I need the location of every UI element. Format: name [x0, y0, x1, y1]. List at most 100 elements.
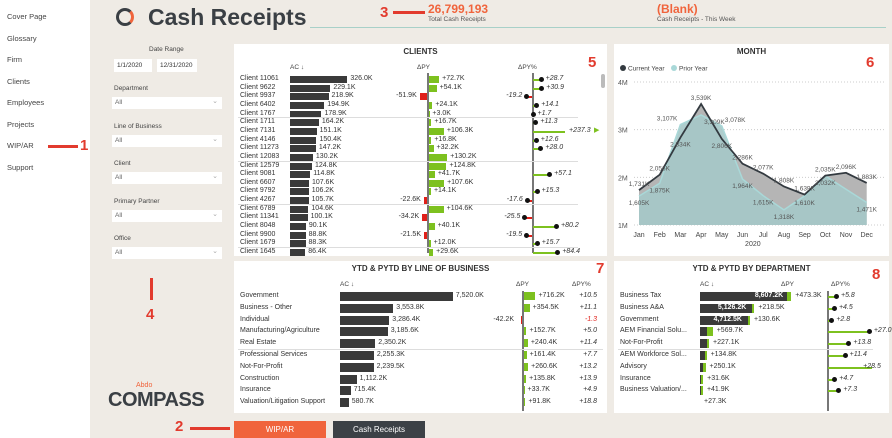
client-name[interactable]: Client 6607 [240, 178, 276, 186]
ac-bar [340, 327, 388, 337]
ac-bar [290, 136, 317, 144]
filter-primary-partner-dropdown[interactable]: All ⌄ [112, 209, 222, 222]
department-name[interactable]: Business A&A [620, 303, 664, 311]
ac-bar: 4,712.5K [700, 315, 750, 325]
client-name[interactable]: Client 4267 [240, 196, 276, 204]
ac-bar [290, 240, 306, 248]
line-of-business-name[interactable]: Construction [240, 374, 280, 382]
delta-pct-dot [533, 137, 539, 143]
department-name[interactable]: AEM Workforce Sol... [620, 351, 687, 358]
client-name[interactable]: Client 1711 [240, 118, 275, 126]
ac-bar [290, 84, 331, 92]
filter-office-dropdown[interactable]: All ⌄ [112, 247, 222, 259]
month-area-chart: 1M2M3M4M1,731K2,056K2,834K3,539K2,806K2,… [618, 65, 884, 248]
delta-py-value: +240.4K [530, 339, 558, 347]
client-name[interactable]: Client 12083 [240, 152, 280, 160]
client-name[interactable]: Client 9622 [240, 83, 276, 91]
client-name[interactable]: Client 1679 [240, 239, 276, 247]
client-name[interactable]: Client 9937 [240, 92, 276, 100]
client-name[interactable]: Client 9081 [240, 170, 276, 178]
line-of-business-name[interactable]: Government [240, 292, 279, 299]
filter-line-of-business-dropdown[interactable]: All ⌄ [112, 134, 222, 147]
ac-bar [700, 327, 713, 337]
delta-py-bar [524, 374, 527, 383]
ac-bar [290, 188, 309, 196]
client-name[interactable]: Client 6789 [240, 204, 276, 212]
delta-pct-dot [539, 85, 545, 91]
wip-ar-button[interactable]: WIP/AR [234, 421, 326, 438]
nav-item-clients[interactable]: Clients [7, 76, 30, 86]
filter-client-dropdown[interactable]: All ⌄ [112, 172, 222, 184]
department-name[interactable]: Advisory [620, 362, 647, 370]
line-of-business-name[interactable]: Professional Services [240, 351, 308, 358]
ac-value: 3,286.4K [392, 315, 421, 323]
ac-value: 164.2K [321, 118, 345, 126]
date-to-input[interactable]: 12/31/2020 [157, 59, 197, 72]
line-of-business-name[interactable]: Real Estate [240, 339, 277, 347]
client-name[interactable]: Client 9792 [240, 187, 276, 195]
nav-item-projects[interactable]: Projects [7, 119, 35, 129]
data-label: 1,610K [794, 200, 815, 207]
client-name[interactable]: Client 1767 [240, 109, 276, 117]
client-name[interactable]: Client 12579 [240, 161, 280, 169]
delta-py-value: +130.6K [753, 315, 781, 323]
date-from-input[interactable]: 1/1/2020 [114, 59, 152, 72]
filter-department-dropdown[interactable]: All ⌄ [112, 97, 222, 109]
delta-pct-stem [828, 366, 873, 369]
client-name[interactable]: Client 6402 [240, 100, 276, 108]
delta-pct-value: +18.8 [579, 398, 597, 406]
nav-item-cover-page[interactable]: Cover Page [7, 12, 47, 21]
annotation-arrow-4 [150, 278, 153, 300]
line-of-business-name[interactable]: Individual [240, 315, 270, 323]
cash-receipts-button[interactable]: Cash Receipts [333, 421, 425, 438]
ac-bar [700, 339, 709, 349]
department-name[interactable]: Insurance [620, 374, 651, 382]
delta-py-bar [703, 362, 706, 372]
line-of-business-name[interactable]: Valuation/Litigation Support [240, 398, 326, 406]
delta-py-bar [429, 127, 444, 135]
line-of-business-name[interactable]: Not-For-Profit [240, 362, 283, 370]
department-name[interactable]: Business Tax [620, 292, 662, 299]
client-name[interactable]: Client 1645 [240, 248, 276, 255]
delta-pct-dot [534, 241, 540, 247]
nav-item-wip-ar[interactable]: WIP/AR [7, 141, 34, 150]
nav-item-firm[interactable]: Firm [7, 55, 22, 64]
ac-value: 147.2K [318, 144, 342, 152]
line-of-business-name[interactable]: Insurance [240, 386, 271, 394]
delta-py-bar [429, 205, 444, 213]
department-name[interactable]: Not-For-Profit [620, 339, 663, 347]
data-label: 2,096K [836, 164, 857, 171]
client-name[interactable]: Client 9900 [240, 230, 276, 238]
ac-bar [700, 351, 707, 360]
delta-py-value: +250.1K [709, 362, 736, 370]
x-tick-label: Jan [633, 232, 644, 239]
date-range-label: Date Range [149, 46, 184, 53]
department-name[interactable]: AEM Financial Solu... [620, 327, 687, 335]
client-name[interactable]: Client 11273 [240, 144, 279, 152]
annotation-2: 2 [175, 418, 184, 435]
client-name[interactable]: Client 7131 [240, 126, 276, 134]
header-ac: AC ↓ [700, 281, 715, 288]
delta-pct-value: +57.1 [554, 170, 572, 178]
header-delta-py-pct: ΔPY% [572, 281, 591, 288]
nav-item-glossary[interactable]: Glossary [7, 33, 37, 43]
client-name[interactable]: Client 11061 [240, 75, 279, 82]
delta-pct-dot [524, 232, 530, 238]
department-name[interactable]: Business Valuation/... [620, 386, 687, 394]
line-of-business-name[interactable]: Manufacturing/Agriculture [240, 327, 320, 335]
department-name[interactable]: Government [620, 315, 659, 323]
client-name[interactable]: Client 4146 [240, 135, 276, 143]
legend-prior-year: Prior Year [679, 66, 708, 73]
line-of-business-name[interactable]: Business - Other [240, 303, 293, 311]
ac-bar: 8,607.2K [700, 292, 792, 301]
delta-py-value: +16.7K [434, 118, 457, 126]
delta-py-value: +54.1K [439, 83, 462, 91]
ac-value: 178.9K [324, 109, 347, 117]
client-name[interactable]: Client 11341 [240, 213, 279, 221]
ac-bar [700, 362, 706, 372]
filter-label: Client [114, 160, 131, 167]
scrollbar[interactable] [601, 74, 605, 88]
client-name[interactable]: Client 8048 [240, 222, 276, 230]
nav-item-support[interactable]: Support [7, 162, 34, 172]
nav-item-employees[interactable]: Employees [7, 98, 45, 107]
